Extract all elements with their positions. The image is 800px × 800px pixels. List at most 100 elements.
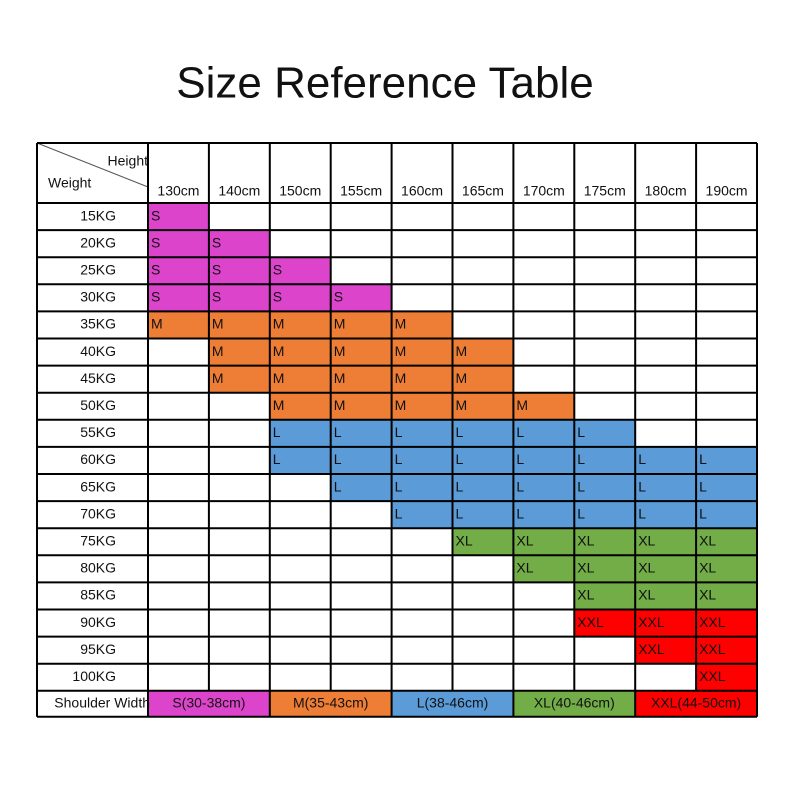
size-cell — [269, 284, 331, 312]
size-label: L — [577, 424, 585, 440]
size-label: S — [334, 289, 343, 305]
size-label: S — [212, 289, 221, 305]
row-header: 55KG — [80, 424, 116, 440]
size-label: L — [395, 424, 403, 440]
size-cell — [452, 501, 514, 529]
size-label: XXL — [699, 641, 726, 657]
size-cell — [452, 528, 514, 556]
row-header: 90KG — [80, 614, 116, 630]
size-cell — [391, 338, 453, 366]
row-header: 70KG — [80, 505, 116, 521]
column-header: 165cm — [462, 183, 504, 199]
row-header: 100KG — [72, 668, 116, 684]
size-label: L — [516, 451, 524, 467]
row-header: 85KG — [80, 587, 116, 603]
legend-label: L(38-46cm) — [417, 695, 489, 711]
size-label: M — [516, 397, 528, 413]
corner-row-label: Weight — [48, 175, 91, 191]
size-label: L — [273, 424, 281, 440]
corner-diagonal — [36, 142, 149, 188]
size-cell — [513, 474, 575, 502]
size-cell — [574, 555, 636, 583]
size-cell — [148, 203, 209, 231]
size-cell — [208, 284, 270, 312]
size-cell — [513, 392, 575, 420]
size-cell — [574, 528, 636, 556]
size-cell — [148, 257, 209, 285]
row-header: 80KG — [80, 560, 116, 576]
size-label: XXL — [638, 641, 665, 657]
size-label: S — [151, 234, 160, 250]
size-cell — [269, 419, 331, 447]
size-cell — [452, 446, 514, 474]
size-label: S — [273, 289, 282, 305]
size-label: L — [456, 451, 464, 467]
size-cell — [208, 230, 270, 258]
row-header: 75KG — [80, 532, 116, 548]
legend-label: XL(40-46cm) — [534, 695, 615, 711]
size-label: M — [273, 343, 285, 359]
row-header: 45KG — [80, 370, 116, 386]
row-header: 15KG — [80, 207, 116, 223]
size-label: M — [395, 397, 407, 413]
size-cell — [269, 365, 331, 393]
size-label: L — [456, 505, 464, 521]
size-label: M — [212, 316, 224, 332]
size-label: M — [151, 316, 163, 332]
size-cell — [269, 257, 331, 285]
size-label: XL — [516, 532, 533, 548]
size-cell — [696, 636, 757, 664]
size-label: M — [334, 343, 346, 359]
size-label: XL — [577, 587, 594, 603]
size-cell — [696, 446, 757, 474]
corner-column-label: Height — [108, 153, 149, 169]
size-cell — [391, 311, 453, 339]
size-cell — [574, 446, 636, 474]
legend-label: XXL(44-50cm) — [651, 695, 741, 711]
size-cell — [513, 419, 575, 447]
size-label: XL — [699, 587, 716, 603]
size-label: S — [273, 261, 282, 277]
size-cell — [635, 501, 697, 529]
size-cell — [330, 419, 392, 447]
size-label: XXL — [699, 668, 726, 684]
size-cell — [391, 446, 453, 474]
size-cell — [635, 555, 697, 583]
size-cell — [696, 528, 757, 556]
size-label: S — [151, 207, 160, 223]
size-cell — [574, 582, 636, 610]
row-header: 35KG — [80, 316, 116, 332]
size-cell — [635, 446, 697, 474]
column-header: 160cm — [401, 183, 443, 199]
size-cell — [269, 446, 331, 474]
size-label: M — [395, 343, 407, 359]
size-label: M — [273, 397, 285, 413]
row-header: 40KG — [80, 343, 116, 359]
column-header: 175cm — [584, 183, 626, 199]
size-cell — [148, 311, 209, 339]
size-cell — [452, 474, 514, 502]
size-cell — [208, 365, 270, 393]
legend-cell — [269, 690, 392, 717]
row-header: 50KG — [80, 397, 116, 413]
page-title: Size Reference Table — [176, 59, 593, 108]
size-cell — [208, 338, 270, 366]
size-label: L — [638, 478, 646, 494]
size-cell — [269, 338, 331, 366]
row-header: 25KG — [80, 261, 116, 277]
size-label: M — [395, 370, 407, 386]
size-label: M — [334, 316, 346, 332]
size-cell — [330, 284, 392, 312]
row-header: 20KG — [80, 234, 116, 250]
size-label: L — [699, 451, 707, 467]
size-cell — [208, 257, 270, 285]
size-cell — [391, 474, 453, 502]
size-label: L — [516, 424, 524, 440]
size-cell — [696, 474, 757, 502]
size-cell — [635, 528, 697, 556]
size-label: L — [395, 478, 403, 494]
row-header: 95KG — [80, 641, 116, 657]
size-label: XL — [516, 560, 533, 576]
footer-label: Shoulder Width — [54, 695, 150, 711]
size-label: M — [456, 343, 468, 359]
